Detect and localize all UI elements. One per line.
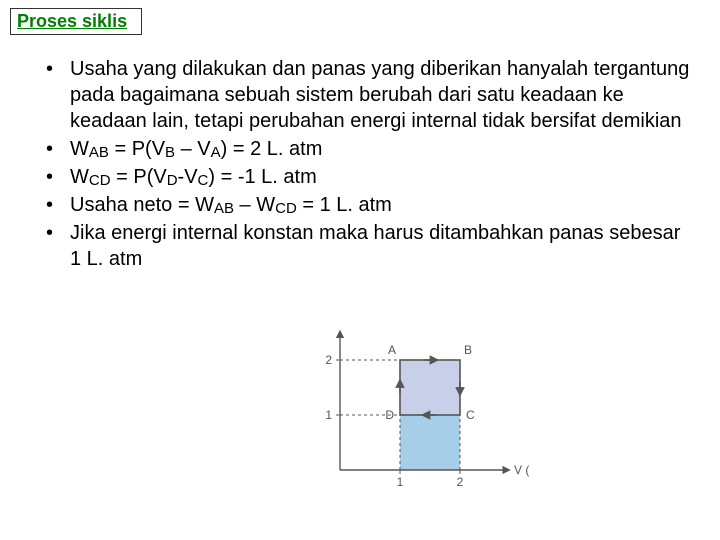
bullet-item: Usaha neto = WAB – WCD = 1 L. atm: [40, 192, 690, 218]
bullet-list: Usaha yang dilakukan dan panas yang dibe…: [40, 56, 690, 272]
svg-text:A: A: [388, 343, 396, 357]
svg-text:2: 2: [325, 353, 332, 367]
bullet-item: WCD = P(VD-VC) = -1 L. atm: [40, 164, 690, 190]
svg-text:V (L): V (L): [514, 463, 530, 477]
section-title: Proses siklis: [17, 11, 127, 31]
section-title-box: Proses siklis: [10, 8, 142, 35]
pv-chart: 1212V (L)P (atm)ABCD: [300, 330, 540, 510]
content-area: Usaha yang dilakukan dan panas yang dibe…: [40, 56, 690, 274]
svg-text:2: 2: [457, 475, 464, 489]
svg-text:C: C: [466, 408, 475, 422]
bullet-item: Usaha yang dilakukan dan panas yang dibe…: [40, 56, 690, 134]
svg-text:1: 1: [397, 475, 404, 489]
svg-text:D: D: [385, 408, 394, 422]
bullet-item: WAB = P(VB – VA) = 2 L. atm: [40, 136, 690, 162]
svg-text:1: 1: [325, 408, 332, 422]
bullet-item: Jika energi internal konstan maka harus …: [40, 220, 690, 272]
svg-text:B: B: [464, 343, 472, 357]
